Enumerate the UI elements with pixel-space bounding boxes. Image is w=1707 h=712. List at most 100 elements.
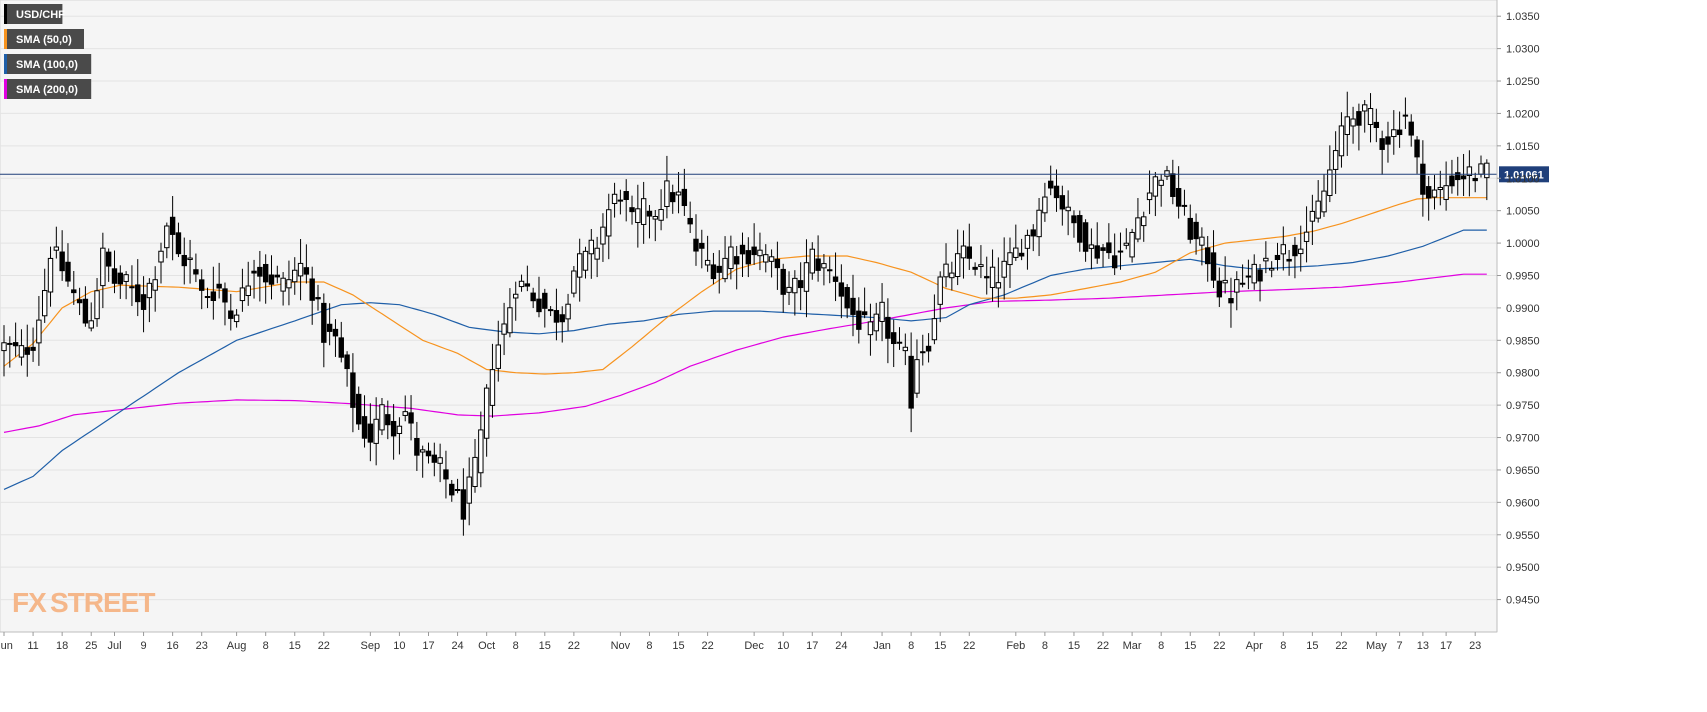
candle xyxy=(135,259,141,317)
candle-body-down xyxy=(82,298,89,324)
candle-body-down xyxy=(1385,136,1391,145)
candle xyxy=(815,235,821,282)
candle xyxy=(1460,153,1467,196)
candle xyxy=(373,397,379,466)
x-tick-label: 22 xyxy=(701,640,713,652)
candle-body-down xyxy=(530,292,536,302)
candle xyxy=(315,284,321,311)
legend-item: USD/CHF xyxy=(4,4,65,24)
candle xyxy=(414,421,420,471)
candle xyxy=(1350,106,1356,144)
candle xyxy=(1036,197,1042,257)
candle xyxy=(193,253,199,283)
last-price-line: 1.01061 xyxy=(0,166,1549,183)
candle-body-down xyxy=(856,310,862,330)
candle xyxy=(117,265,123,299)
y-tick-label: 0.9650 xyxy=(1506,465,1540,477)
candle-body-down xyxy=(414,437,420,456)
candle xyxy=(76,287,83,316)
candle-body-up xyxy=(960,245,967,259)
candle-body-down xyxy=(861,311,868,316)
candle xyxy=(88,302,94,332)
candle xyxy=(286,260,292,306)
legend-swatch xyxy=(4,54,7,74)
candle xyxy=(611,182,618,218)
legend-item-bg xyxy=(4,4,63,24)
candle xyxy=(164,222,170,259)
candle xyxy=(1030,224,1036,252)
candle xyxy=(1455,156,1461,196)
y-tick-label: 0.9950 xyxy=(1506,270,1540,282)
candle-body-down xyxy=(454,489,461,492)
candle xyxy=(670,184,676,214)
candle xyxy=(1274,242,1281,271)
candle xyxy=(588,228,595,279)
candle-body-up xyxy=(1007,252,1013,266)
candle-body-down xyxy=(896,341,903,344)
candle xyxy=(716,250,722,294)
candle-body-up xyxy=(582,250,589,271)
x-tick-label: 11 xyxy=(27,640,38,652)
candle-body-up xyxy=(827,269,833,272)
candle xyxy=(1484,159,1490,201)
candle-body-up xyxy=(704,259,711,266)
x-tick-label: 23 xyxy=(196,640,208,652)
candle-body-down xyxy=(181,254,187,267)
candle-body-up xyxy=(1321,190,1327,213)
candle-body-down xyxy=(1396,129,1403,136)
y-tick-label: 0.9550 xyxy=(1506,530,1540,542)
x-tick-label: Jan xyxy=(873,640,891,652)
candle-body-down xyxy=(431,454,438,463)
x-tick-label: 22 xyxy=(963,640,975,652)
last-price-badge xyxy=(1499,166,1549,183)
y-tick-label: 0.9900 xyxy=(1506,303,1540,315)
candle xyxy=(472,438,478,493)
candle-body-down xyxy=(1205,247,1211,265)
candle-body-down xyxy=(1077,215,1083,243)
candle xyxy=(489,343,496,418)
legend-swatch xyxy=(4,29,7,49)
candle xyxy=(361,395,368,448)
legend-item: SMA (50,0) xyxy=(4,29,84,49)
candle xyxy=(966,223,972,270)
candle xyxy=(699,229,705,269)
candle xyxy=(1106,223,1112,259)
y-tick-label: 0.9750 xyxy=(1506,400,1540,412)
candle-body-down xyxy=(1379,138,1385,150)
candle xyxy=(82,286,89,327)
candle xyxy=(879,283,885,342)
candle xyxy=(902,333,909,366)
candle-body-up xyxy=(588,239,595,255)
candle xyxy=(1048,165,1054,196)
candle xyxy=(402,395,408,422)
candle xyxy=(1396,111,1403,148)
x-tick-label: Oct xyxy=(478,640,495,652)
candle xyxy=(42,268,48,323)
candle xyxy=(408,395,414,441)
legend-swatch xyxy=(4,4,7,24)
candle-body-up xyxy=(879,301,885,322)
candle xyxy=(1059,185,1066,226)
candle xyxy=(1373,108,1380,143)
candle xyxy=(780,263,786,313)
candle-body-up xyxy=(472,456,478,488)
candle xyxy=(356,386,362,430)
x-tick-label: 9 xyxy=(140,640,146,652)
candle-body-down xyxy=(257,266,263,277)
candle xyxy=(1205,236,1211,282)
candle-body-down xyxy=(710,264,717,280)
candle xyxy=(571,266,577,298)
candle xyxy=(786,271,792,306)
candle-body-down xyxy=(321,302,327,343)
legend-label: USD/CHF xyxy=(16,9,65,21)
candle xyxy=(152,266,158,312)
candle-body-up xyxy=(1268,267,1275,271)
candle xyxy=(629,195,635,225)
candle xyxy=(931,294,938,345)
candle-body-down xyxy=(920,351,926,354)
candle xyxy=(513,281,519,321)
candle-body-down xyxy=(553,310,560,323)
candle xyxy=(280,272,286,306)
moving-averages xyxy=(3,197,1487,490)
candle xyxy=(292,257,298,295)
